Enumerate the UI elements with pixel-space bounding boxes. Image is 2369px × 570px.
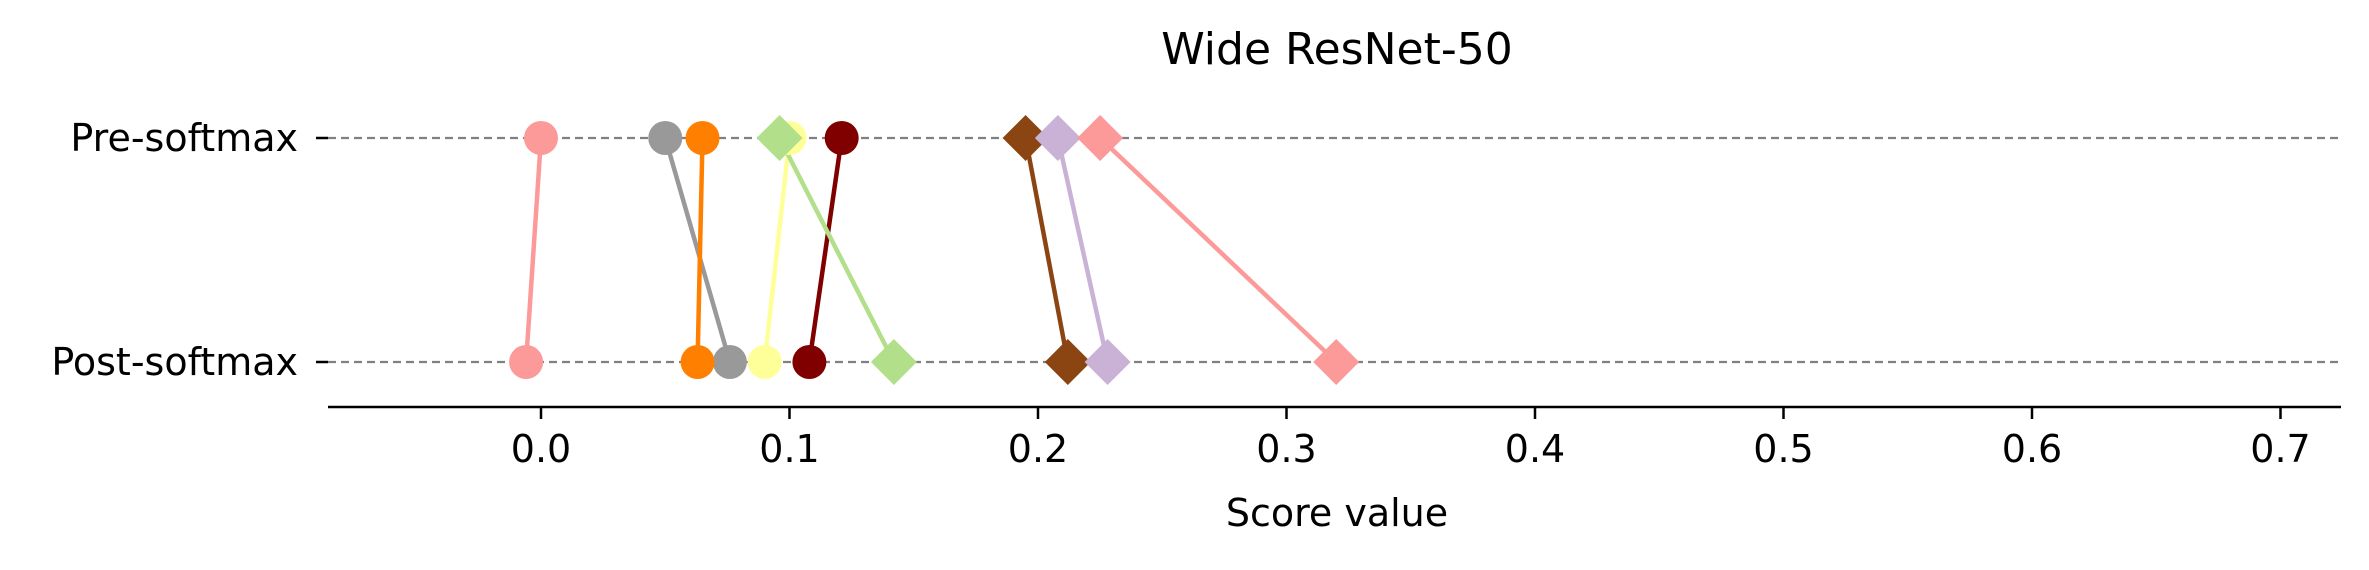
x-tick-label-5: 0.5 bbox=[1753, 427, 1813, 471]
series-line-1 bbox=[663, 137, 733, 363]
pre-marker-0 bbox=[524, 121, 558, 155]
x-tick-label-3: 0.3 bbox=[1256, 427, 1316, 471]
series-line-7 bbox=[1055, 137, 1110, 363]
category-label-0: Pre-softmax bbox=[70, 116, 298, 160]
post-marker-1 bbox=[712, 345, 747, 379]
x-axis-label: Score value bbox=[1226, 491, 1448, 535]
series-line-5 bbox=[777, 136, 896, 364]
category-labels: Pre-softmax Post-softmax bbox=[51, 116, 328, 384]
x-tick-label-1: 0.1 bbox=[759, 427, 819, 471]
post-marker-6 bbox=[1044, 339, 1091, 385]
series-markers bbox=[509, 115, 1360, 385]
series-line-4 bbox=[807, 137, 844, 363]
pre-marker-6 bbox=[1002, 115, 1049, 161]
pre-marker-1 bbox=[648, 121, 683, 155]
post-marker-8 bbox=[1313, 339, 1360, 385]
post-marker-5 bbox=[870, 339, 917, 385]
pre-marker-5 bbox=[756, 115, 803, 161]
category-label-1: Post-softmax bbox=[51, 340, 298, 384]
post-marker-0 bbox=[509, 345, 544, 379]
x-tick-label-2: 0.2 bbox=[1008, 427, 1068, 471]
post-marker-7 bbox=[1084, 339, 1131, 385]
pre-marker-7 bbox=[1034, 115, 1081, 161]
pre-marker-2 bbox=[685, 121, 720, 155]
series-line-6 bbox=[1023, 137, 1071, 363]
pre-marker-4 bbox=[824, 121, 859, 155]
series-line-3 bbox=[762, 137, 792, 363]
series-lines bbox=[523, 136, 1338, 364]
post-marker-3 bbox=[747, 345, 782, 379]
grid-layer bbox=[328, 136, 2341, 364]
post-marker-4 bbox=[792, 345, 827, 379]
x-tick-label-7: 0.7 bbox=[2250, 427, 2310, 471]
post-marker-2 bbox=[680, 345, 715, 379]
x-tick-label-4: 0.4 bbox=[1505, 427, 1565, 471]
series-line-2 bbox=[695, 137, 705, 363]
pre-marker-8 bbox=[1077, 115, 1124, 161]
x-tick-label-6: 0.6 bbox=[2002, 427, 2062, 471]
series-line-0 bbox=[523, 137, 544, 363]
chart-title: Wide ResNet-50 bbox=[1161, 24, 1512, 75]
x-ticks: 0.0 0.1 0.2 0.3 0.4 0.5 0.6 0.7 bbox=[511, 407, 2311, 471]
x-tick-label-0: 0.0 bbox=[511, 427, 571, 471]
series-line-8 bbox=[1098, 136, 1338, 364]
